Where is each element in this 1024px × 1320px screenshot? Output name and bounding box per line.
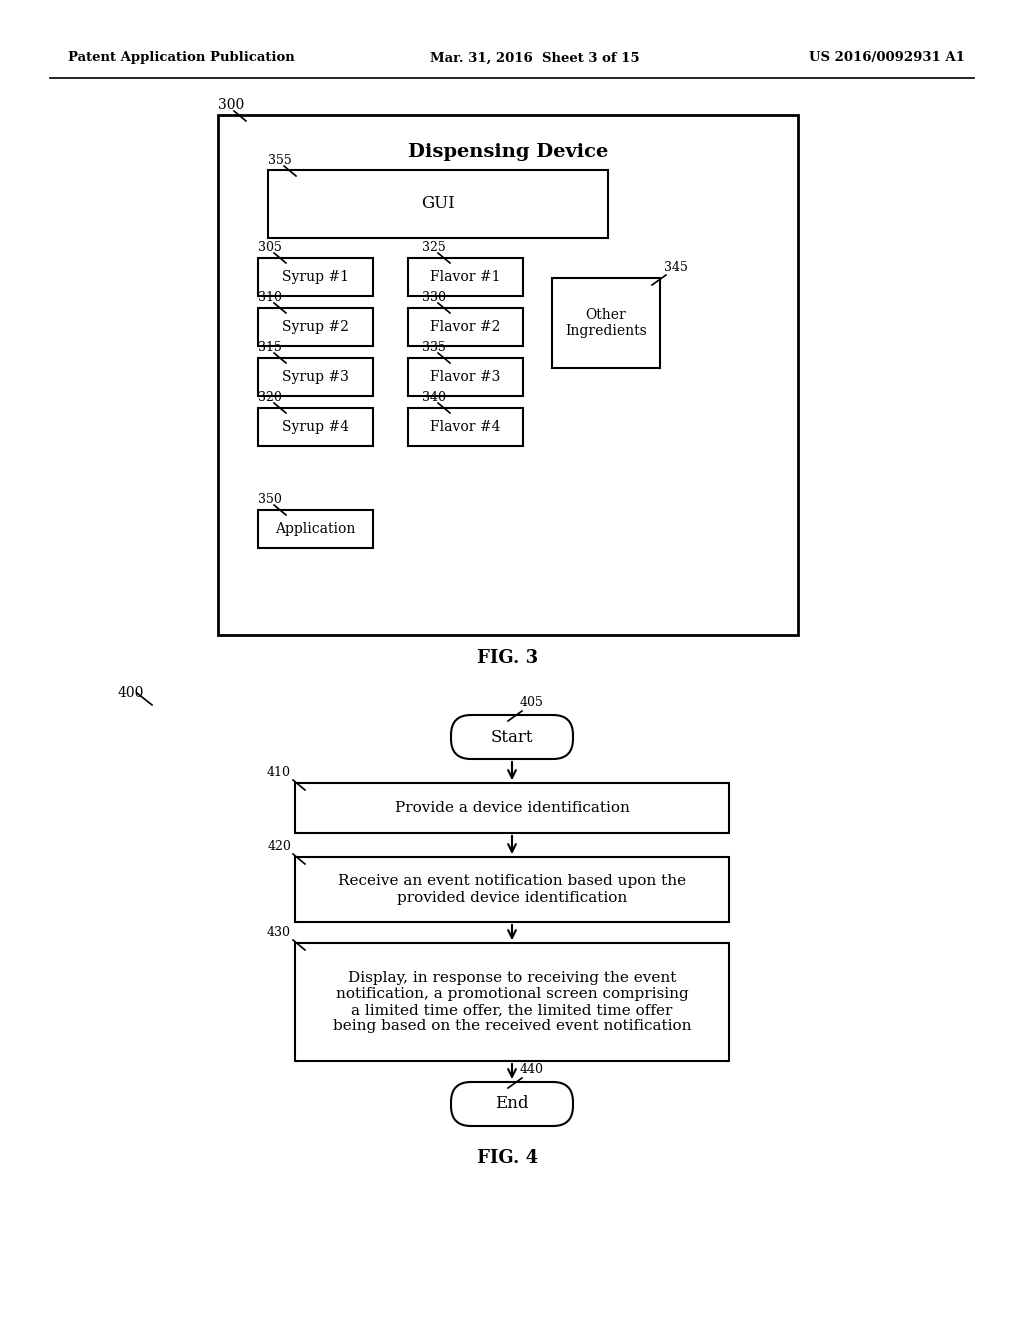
Text: Flavor #3: Flavor #3 <box>430 370 501 384</box>
Text: End: End <box>496 1096 528 1113</box>
Bar <box>295 857 729 921</box>
Text: 400: 400 <box>118 686 144 700</box>
Text: Start: Start <box>490 729 534 746</box>
Bar <box>295 942 729 1061</box>
Text: Application: Application <box>275 521 355 536</box>
Text: 310: 310 <box>258 290 282 304</box>
Text: 345: 345 <box>664 261 688 275</box>
Bar <box>408 358 523 396</box>
Text: 405: 405 <box>520 696 544 709</box>
Text: Dispensing Device: Dispensing Device <box>408 143 608 161</box>
FancyBboxPatch shape <box>451 715 573 759</box>
Text: Receive an event notification based upon the
provided device identification: Receive an event notification based upon… <box>338 874 686 904</box>
Bar <box>295 783 729 833</box>
Text: Other
Ingredients: Other Ingredients <box>565 308 647 338</box>
Text: Display, in response to receiving the event
notification, a promotional screen c: Display, in response to receiving the ev… <box>333 970 691 1034</box>
Bar <box>258 308 373 346</box>
Bar <box>258 408 373 446</box>
Text: Syrup #3: Syrup #3 <box>282 370 349 384</box>
Text: 335: 335 <box>422 341 445 354</box>
Text: Provide a device identification: Provide a device identification <box>394 801 630 814</box>
Bar <box>258 510 373 548</box>
Bar <box>408 308 523 346</box>
Text: Flavor #4: Flavor #4 <box>430 420 501 434</box>
Text: 420: 420 <box>267 840 291 853</box>
Text: Syrup #1: Syrup #1 <box>282 271 349 284</box>
Text: 350: 350 <box>258 492 282 506</box>
Bar <box>552 279 660 368</box>
Text: 305: 305 <box>258 242 282 253</box>
Bar <box>218 115 798 635</box>
Text: FIG. 4: FIG. 4 <box>477 1148 539 1167</box>
Bar <box>268 170 608 238</box>
Bar <box>258 257 373 296</box>
Text: Syrup #4: Syrup #4 <box>282 420 349 434</box>
Text: 320: 320 <box>258 391 282 404</box>
Bar <box>408 257 523 296</box>
Text: 355: 355 <box>268 154 292 168</box>
Text: Syrup #2: Syrup #2 <box>282 319 349 334</box>
FancyBboxPatch shape <box>451 1082 573 1126</box>
Text: 440: 440 <box>520 1063 544 1076</box>
Text: FIG. 3: FIG. 3 <box>477 649 539 667</box>
Text: 315: 315 <box>258 341 282 354</box>
Text: 410: 410 <box>267 766 291 779</box>
Text: Mar. 31, 2016  Sheet 3 of 15: Mar. 31, 2016 Sheet 3 of 15 <box>430 51 640 65</box>
Text: Flavor #1: Flavor #1 <box>430 271 501 284</box>
Text: Flavor #2: Flavor #2 <box>430 319 501 334</box>
Text: US 2016/0092931 A1: US 2016/0092931 A1 <box>809 51 965 65</box>
Text: GUI: GUI <box>421 195 455 213</box>
Bar <box>408 408 523 446</box>
Text: 300: 300 <box>218 98 245 112</box>
Text: 330: 330 <box>422 290 446 304</box>
Bar <box>258 358 373 396</box>
Text: Patent Application Publication: Patent Application Publication <box>68 51 295 65</box>
Text: 430: 430 <box>267 927 291 939</box>
Text: 325: 325 <box>422 242 445 253</box>
Text: 340: 340 <box>422 391 446 404</box>
